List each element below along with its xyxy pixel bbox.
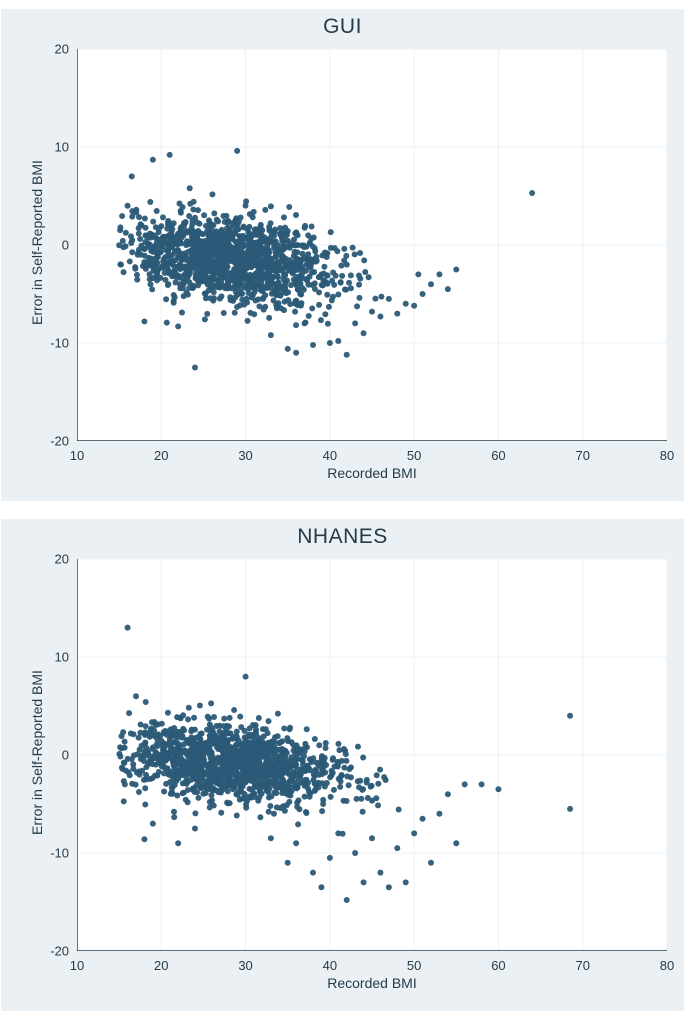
panel-nhanes: NHANES 10 20 30 40 50 60 70 80 -20 -10 0 10 20 Record… (0, 518, 685, 1012)
y-axis-label: Error in Self-Reported BMI (29, 670, 45, 835)
x-tick-label: 40 (323, 448, 337, 463)
y-tick-label: 20 (43, 42, 69, 57)
x-tick-label: 60 (491, 448, 505, 463)
x-tick-label: 20 (154, 448, 168, 463)
y-tick-label: 20 (43, 552, 69, 567)
y-tick-label: 10 (43, 650, 69, 665)
x-tick-label: 80 (660, 958, 674, 973)
scatter-svg (77, 49, 667, 441)
scatter-svg (77, 559, 667, 951)
x-tick-label: 30 (238, 448, 252, 463)
x-tick-label: 70 (575, 958, 589, 973)
y-tick-label: -20 (43, 944, 69, 959)
y-tick-label: -10 (43, 846, 69, 861)
x-tick-label: 30 (238, 958, 252, 973)
x-tick-label: 40 (323, 958, 337, 973)
x-tick-label: 70 (575, 448, 589, 463)
x-tick-label: 50 (407, 958, 421, 973)
plot-area-gui (77, 49, 667, 441)
y-tick-label: -10 (43, 336, 69, 351)
panel-gui: GUI 10 20 30 40 50 60 70 80 -20 -10 0 10 20 Recorded … (0, 8, 685, 502)
x-tick-label: 10 (70, 448, 84, 463)
figure: GUI 10 20 30 40 50 60 70 80 -20 -10 0 10 20 Recorded … (0, 0, 685, 1020)
x-axis-label: Recorded BMI (77, 975, 667, 991)
y-tick-label: 10 (43, 140, 69, 155)
x-tick-label: 20 (154, 958, 168, 973)
y-tick-label: -20 (43, 434, 69, 449)
x-axis-label: Recorded BMI (77, 465, 667, 481)
x-tick-label: 80 (660, 448, 674, 463)
x-tick-label: 10 (70, 958, 84, 973)
x-tick-label: 50 (407, 448, 421, 463)
x-tick-label: 60 (491, 958, 505, 973)
y-tick-label: 0 (43, 748, 69, 763)
y-tick-label: 0 (43, 238, 69, 253)
y-axis-label: Error in Self-Reported BMI (29, 160, 45, 325)
panel-title-nhanes: NHANES (1, 525, 684, 549)
plot-area-nhanes (77, 559, 667, 951)
panel-title-gui: GUI (1, 15, 684, 39)
